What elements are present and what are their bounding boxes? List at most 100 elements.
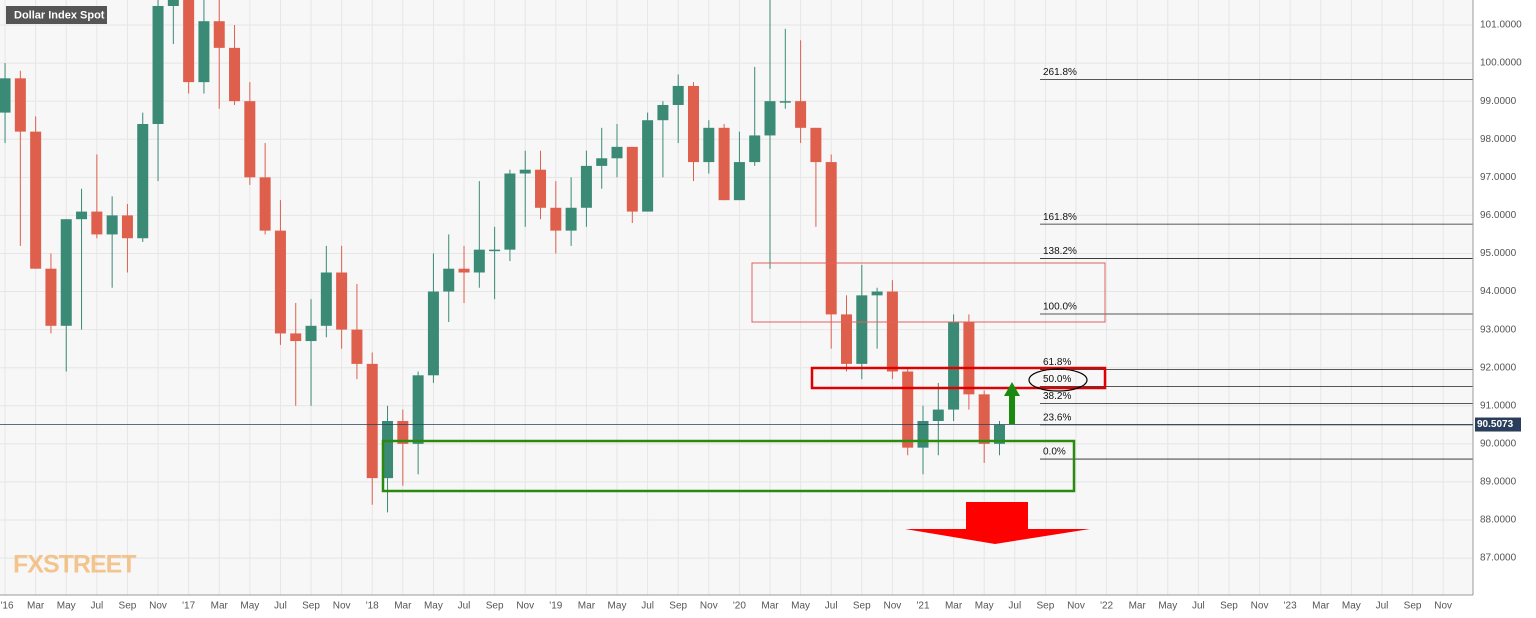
current-price-box bbox=[1475, 417, 1521, 432]
x-tick-label: May bbox=[608, 601, 627, 612]
y-tick-label: 93.0000 bbox=[1480, 324, 1517, 335]
fib-label: 261.8% bbox=[1043, 67, 1077, 78]
x-tick-label: '19 bbox=[549, 601, 562, 612]
y-tick-label: 96.0000 bbox=[1480, 210, 1517, 221]
y-tick-label: 91.0000 bbox=[1480, 400, 1517, 411]
fib-label: 38.2% bbox=[1043, 391, 1071, 402]
x-tick-label: Nov bbox=[1067, 601, 1085, 612]
x-tick-label: Jul bbox=[825, 601, 838, 612]
candle-body bbox=[733, 162, 745, 201]
current-price-label: 90.5073 bbox=[1477, 419, 1514, 430]
x-tick-label: Mar bbox=[1312, 601, 1330, 612]
y-tick-label: 100.0000 bbox=[1480, 58, 1522, 69]
fib-label: 61.8% bbox=[1043, 357, 1071, 368]
x-tick-label: Sep bbox=[1220, 601, 1238, 612]
candle-body bbox=[810, 127, 822, 163]
candle-body bbox=[993, 424, 1005, 444]
candle-body bbox=[14, 78, 26, 132]
candle-body bbox=[443, 268, 455, 292]
candle-body bbox=[978, 394, 990, 444]
candle-body bbox=[137, 124, 149, 239]
x-tick-label: May bbox=[57, 601, 76, 612]
x-tick-label: '16 bbox=[0, 601, 13, 612]
candle-body bbox=[779, 101, 791, 103]
x-tick-label: Jul bbox=[458, 601, 471, 612]
fibonacci: 261.8% 161.8% 138.2% 100.0% 61.8% 50.0% 38.2% 2… bbox=[1040, 67, 1473, 460]
x-tick-label: Mar bbox=[27, 601, 45, 612]
candle-body bbox=[229, 47, 241, 102]
candle-body bbox=[504, 173, 516, 250]
up-arrow bbox=[1004, 382, 1020, 424]
candle-body bbox=[718, 127, 730, 201]
fib-label: 23.6% bbox=[1043, 412, 1071, 423]
y-tick-label: 99.0000 bbox=[1480, 96, 1517, 107]
x-tick-label: May bbox=[1342, 601, 1361, 612]
candle-body bbox=[244, 101, 256, 178]
x-tick-label: Mar bbox=[394, 601, 412, 612]
candle-body bbox=[305, 325, 317, 342]
candle-body bbox=[825, 162, 837, 315]
candle-body bbox=[489, 249, 501, 252]
fib-label: 161.8% bbox=[1043, 212, 1077, 223]
x-tick-label: '20 bbox=[733, 601, 746, 612]
highlight-ellipse bbox=[1028, 368, 1088, 392]
candle-body bbox=[841, 314, 853, 364]
x-tick-label: Nov bbox=[149, 601, 167, 612]
candles bbox=[0, 0, 1005, 513]
candle-body bbox=[45, 268, 57, 326]
candle-body bbox=[0, 78, 11, 113]
x-tick-label: Mar bbox=[578, 601, 596, 612]
candle-body bbox=[703, 127, 715, 163]
candle-body bbox=[259, 177, 271, 231]
title-box bbox=[6, 6, 107, 24]
x-tick-label: Mar bbox=[1129, 601, 1147, 612]
candle-body bbox=[121, 215, 133, 239]
x-tick-label: Sep bbox=[486, 601, 504, 612]
fib-label: 50.0% bbox=[1043, 374, 1071, 385]
x-tick-label: Nov bbox=[700, 601, 718, 612]
candle-body bbox=[948, 322, 960, 410]
x-tick-label: Jul bbox=[1376, 601, 1389, 612]
candle-body bbox=[565, 207, 577, 231]
candle-body bbox=[519, 169, 531, 174]
candle-body bbox=[274, 230, 286, 334]
candle-body bbox=[902, 371, 914, 448]
x-tick-label: Nov bbox=[1434, 601, 1452, 612]
x-tick-label: Nov bbox=[516, 601, 534, 612]
candle-body bbox=[366, 363, 378, 479]
x-tick-label: May bbox=[240, 601, 259, 612]
candle-body bbox=[871, 291, 883, 296]
y-tick-label: 95.0000 bbox=[1480, 248, 1517, 259]
candle-body bbox=[856, 295, 868, 364]
candle-body bbox=[886, 291, 898, 372]
candle-body bbox=[397, 420, 409, 444]
x-tick-label: Nov bbox=[333, 601, 351, 612]
candle-body bbox=[382, 420, 394, 479]
x-tick-label: Jul bbox=[274, 601, 287, 612]
resistance-zone bbox=[751, 262, 1106, 323]
x-tick-label: May bbox=[424, 601, 443, 612]
target-zone bbox=[810, 366, 1107, 390]
x-tick-label: May bbox=[975, 601, 994, 612]
candle-body bbox=[290, 333, 302, 342]
candle-body bbox=[91, 211, 103, 235]
y-tick-label: 92.0000 bbox=[1480, 362, 1517, 373]
candle-body bbox=[152, 5, 164, 125]
y-tick-label: 94.0000 bbox=[1480, 286, 1517, 297]
x-tick-label: May bbox=[791, 601, 810, 612]
candle-body bbox=[213, 21, 225, 48]
x-tick-label: Sep bbox=[119, 601, 137, 612]
x-tick-label: Sep bbox=[1036, 601, 1054, 612]
candle-body bbox=[198, 21, 210, 83]
x-tick-label: Mar bbox=[211, 601, 229, 612]
x-tick-label: '23 bbox=[1284, 601, 1297, 612]
candle-body bbox=[795, 101, 807, 128]
candle-body bbox=[60, 219, 72, 326]
candle-body bbox=[657, 104, 669, 121]
candle-body bbox=[580, 165, 592, 208]
candle-body bbox=[473, 249, 485, 273]
candle-body bbox=[688, 85, 700, 163]
y-tick-label: 89.0000 bbox=[1480, 477, 1517, 488]
candle-body bbox=[932, 409, 944, 421]
